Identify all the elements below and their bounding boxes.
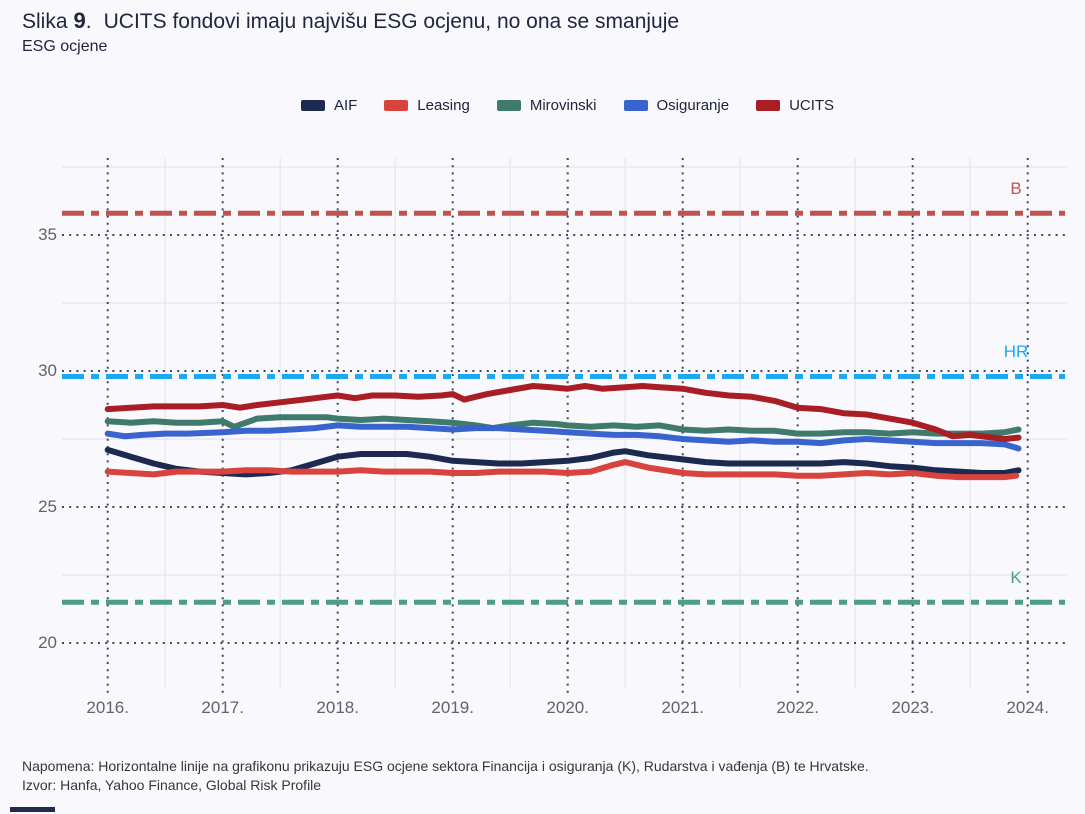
series-line-aif [104, 446, 1022, 478]
x-axis-tick-label: 2024. [1006, 698, 1049, 717]
legend-label-leasing: Leasing [417, 97, 470, 114]
figure-label: Slika [22, 10, 68, 33]
legend-label-aif: AIF [333, 97, 358, 114]
legend-swatch-osiguranje [623, 100, 648, 111]
x-axis-tick-label: 2019. [431, 698, 474, 717]
legend-item-aif: AIF [300, 97, 358, 114]
chart-legend: AIF Leasing Mirovinski Osiguranje UCITS [0, 97, 1085, 114]
x-axis-tick-label: 2017. [201, 698, 244, 717]
x-axis-tick-label: 2021. [661, 698, 704, 717]
legend-item-mirovinski: Mirovinski [496, 97, 597, 114]
legend-swatch-mirovinski [496, 100, 521, 111]
reference-label-hr: HR [1003, 342, 1029, 362]
y-axis-tick-label: 20 [38, 633, 57, 652]
y-axis-tick-label: 35 [38, 225, 57, 244]
y-axis-tick-label: 25 [38, 497, 57, 516]
figure-number: 9 [73, 8, 86, 33]
legend-item-osiguranje: Osiguranje [623, 97, 730, 114]
legend-swatch-ucits [756, 100, 781, 111]
x-axis-tick-label: 2023. [891, 698, 934, 717]
reference-label-b: B [1010, 179, 1022, 199]
legend-swatch-leasing [384, 100, 409, 111]
note-napomena: Napomena: Horizontalne linije na grafiko… [22, 758, 869, 774]
series-line-osiguranje [104, 422, 1022, 452]
legend-item-leasing: Leasing [384, 97, 470, 114]
series-line-leasing [104, 459, 1020, 481]
x-axis-tick-label: 2018. [316, 698, 359, 717]
legend-item-ucits: UCITS [756, 97, 834, 114]
figure-dot: . [85, 10, 92, 33]
figure-title: Slika 9. UCITS fondovi imaju najvišu ESG o… [22, 8, 679, 34]
y-axis-tick-label: 30 [38, 361, 57, 380]
legend-label-mirovinski: Mirovinski [529, 97, 597, 114]
x-axis-tick-label: 2020. [546, 698, 589, 717]
reference-label-k: K [1010, 568, 1022, 588]
x-axis-tick-label: 2022. [776, 698, 819, 717]
chart-subtitle: ESG ocjene [22, 38, 108, 55]
legend-label-osiguranje: Osiguranje [656, 97, 730, 114]
chart-notes: Napomena: Horizontalne linije na grafiko… [22, 757, 869, 795]
footer-accent-bar [10, 807, 55, 812]
figure-title-text: UCITS fondovi imaju najvišu ESG ocjenu, … [103, 10, 680, 33]
series-line-ucits [104, 383, 1022, 442]
legend-swatch-aif [300, 100, 325, 111]
legend-label-ucits: UCITS [789, 97, 835, 114]
note-izvor: Izvor: Hanfa, Yahoo Finance, Global Risk… [22, 777, 322, 793]
x-axis-tick-label: 2016. [86, 698, 129, 717]
series-line-mirovinski [104, 414, 1022, 437]
